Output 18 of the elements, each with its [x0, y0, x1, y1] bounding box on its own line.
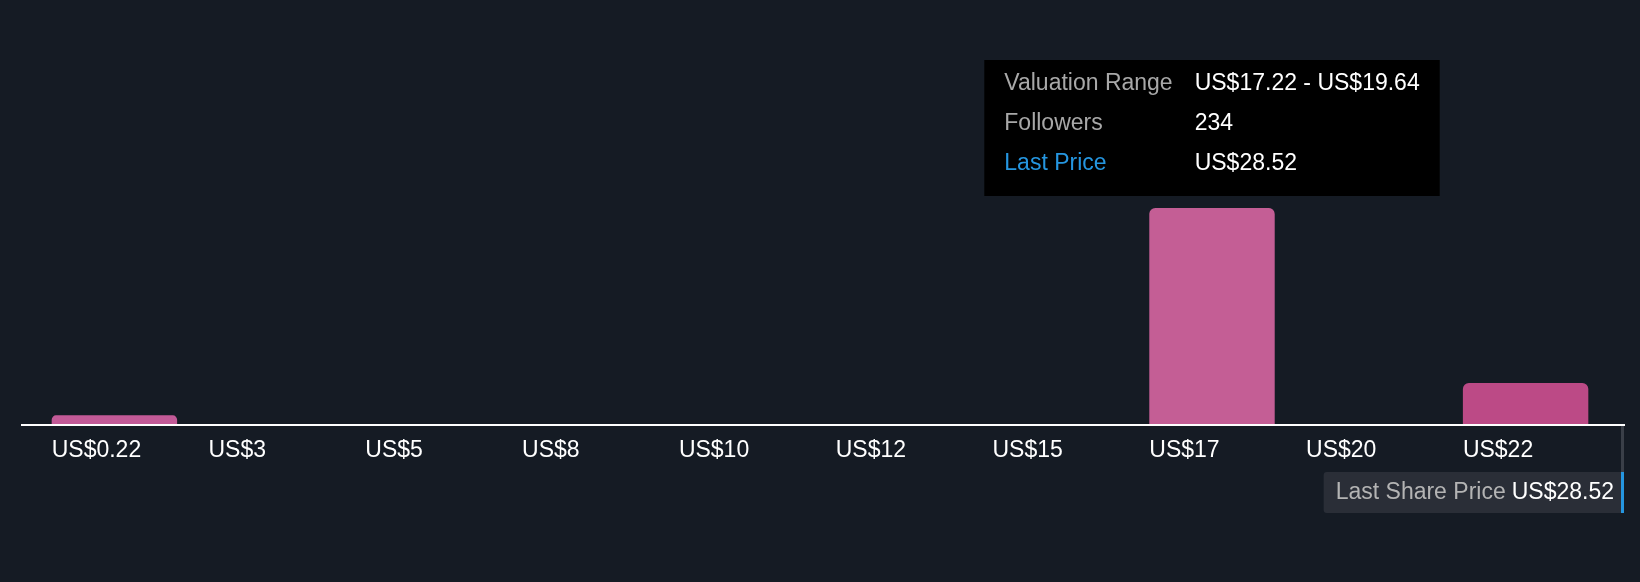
x-tick-label: US$22	[1462, 436, 1534, 463]
text: US$17.22 - US$19.64	[1194, 69, 1420, 96]
text: Last Price	[1004, 149, 1107, 176]
text: Last Share Price	[1335, 477, 1506, 504]
text: Valuation Range	[1004, 69, 1173, 96]
x-tick-label: US$20	[1306, 436, 1377, 463]
x-tick-label: US$5	[365, 436, 423, 463]
x-tick-label: US$0.22	[51, 436, 142, 463]
x-tick-label: US$17	[1149, 436, 1220, 463]
text: US$28.52	[1511, 477, 1615, 504]
x-tick-label: US$3	[208, 436, 267, 463]
x-tick-label: US$10	[678, 436, 750, 463]
x-tick-label: US$12	[835, 436, 907, 463]
text: US$28.52	[1194, 149, 1297, 176]
x-tick-label: US$15	[992, 436, 1063, 463]
x-tick-label: US$8	[522, 436, 580, 463]
text: 234	[1194, 109, 1234, 136]
text: Followers	[1004, 109, 1103, 136]
